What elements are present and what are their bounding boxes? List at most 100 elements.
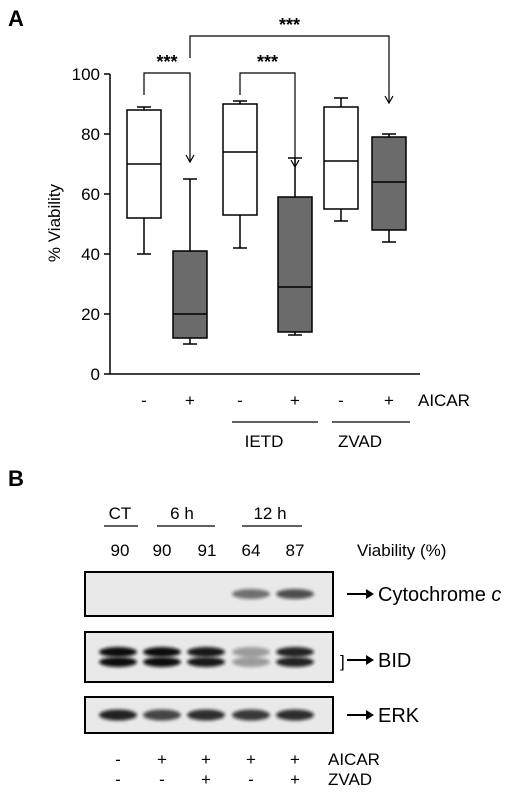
viability-value: 90 bbox=[111, 541, 130, 560]
blot-band bbox=[276, 709, 314, 721]
cytochrome-label: Cytochrome bbox=[378, 584, 491, 606]
box-iqr bbox=[172, 250, 208, 339]
aicar-sign: + bbox=[185, 391, 195, 410]
bracket-arrow bbox=[290, 159, 300, 169]
blot-band bbox=[232, 657, 270, 667]
blot-band bbox=[187, 657, 225, 667]
significance-stars: *** bbox=[279, 15, 300, 35]
blot-band bbox=[143, 657, 181, 667]
header-6h: 6 h bbox=[170, 504, 194, 523]
zvad-treatment-sign: - bbox=[248, 770, 254, 789]
aicar-treatment-sign: + bbox=[290, 750, 300, 769]
y-tick-label: 100 bbox=[72, 65, 100, 84]
aicar-sign: + bbox=[290, 391, 300, 410]
blot-band bbox=[232, 647, 270, 657]
aicar-sign: - bbox=[141, 391, 147, 410]
zvad-treatment-sign: - bbox=[115, 770, 121, 789]
aicar-sign: - bbox=[338, 391, 344, 410]
y-tick-label: 20 bbox=[81, 305, 100, 324]
y-tick-label: 60 bbox=[81, 185, 100, 204]
box-iqr bbox=[371, 136, 407, 231]
box-6 bbox=[371, 133, 407, 243]
box-4 bbox=[277, 157, 313, 336]
panel-b: B CT 6 h 12 h 90 90 91 64 87 Viability (… bbox=[8, 466, 501, 789]
aicar-treatment-sign: + bbox=[157, 750, 167, 769]
treatment-signs: - + + + +- - + - + bbox=[115, 750, 300, 789]
aicar-sign: - bbox=[237, 391, 243, 410]
blot-band bbox=[143, 709, 181, 721]
bid-label: BID bbox=[378, 650, 411, 672]
arrow-head bbox=[366, 710, 374, 720]
arrow-head bbox=[366, 655, 374, 665]
header-12h: 12 h bbox=[253, 504, 286, 523]
viability-value: 91 bbox=[198, 541, 217, 560]
bid-bracket: ] bbox=[340, 652, 345, 671]
blot-band bbox=[99, 709, 137, 721]
blot-band bbox=[99, 647, 137, 657]
blot-band bbox=[276, 657, 314, 667]
aicar-sign: + bbox=[384, 391, 394, 410]
bracket-arrow bbox=[185, 154, 195, 164]
blot-band bbox=[187, 709, 225, 721]
bracket-line bbox=[143, 72, 191, 162]
box-3 bbox=[222, 100, 258, 249]
arrow-head bbox=[366, 589, 374, 599]
significance-stars: *** bbox=[257, 52, 278, 72]
blot-band bbox=[276, 589, 314, 599]
blot-label-erk: ERK bbox=[347, 705, 420, 727]
aicar-treatment-sign: + bbox=[246, 750, 256, 769]
sig-bracket-1: *** bbox=[143, 52, 195, 164]
aicar-treatment-sign: + bbox=[201, 750, 211, 769]
header-ct: CT bbox=[109, 504, 132, 523]
blot-band bbox=[99, 657, 137, 667]
blot-label-bid: ] BID bbox=[340, 650, 411, 672]
blot-band bbox=[143, 647, 181, 657]
group-label-ietd: IETD bbox=[245, 432, 284, 451]
blot-band bbox=[187, 647, 225, 657]
box-5 bbox=[323, 97, 359, 222]
viability-value: 87 bbox=[286, 541, 305, 560]
blot-frame bbox=[84, 631, 334, 683]
blot-band bbox=[232, 589, 270, 599]
erk-label: ERK bbox=[378, 705, 420, 727]
bracket-arrow bbox=[384, 95, 394, 105]
box-1 bbox=[126, 106, 162, 255]
zvad-treatment-sign: + bbox=[290, 770, 300, 789]
zvad-treatment-sign: - bbox=[159, 770, 165, 789]
blot-band bbox=[276, 647, 314, 657]
group-label-zvad: ZVAD bbox=[338, 432, 382, 451]
significance-stars: *** bbox=[156, 52, 177, 72]
viability-value: 64 bbox=[242, 541, 261, 560]
bracket-line bbox=[189, 35, 390, 103]
aicar-label-a: AICAR bbox=[418, 391, 470, 410]
sig-bracket-2: *** bbox=[239, 52, 300, 169]
box-iqr bbox=[222, 103, 258, 216]
aicar-treatment-sign: - bbox=[115, 750, 121, 769]
box-iqr bbox=[277, 196, 313, 333]
panel-b-letter: B bbox=[8, 466, 24, 491]
zvad-treatment-sign: + bbox=[201, 770, 211, 789]
y-tick-label: 80 bbox=[81, 125, 100, 144]
box-2 bbox=[172, 178, 208, 345]
blot-erk bbox=[84, 696, 334, 734]
viability-label: Viability (%) bbox=[357, 541, 446, 560]
blot-label-cytochrome: Cytochrome c bbox=[347, 584, 501, 606]
zvad-label-b: ZVAD bbox=[328, 770, 372, 789]
y-tick-label: 40 bbox=[81, 245, 100, 264]
viability-value: 90 bbox=[153, 541, 172, 560]
sig-bracket-3: *** bbox=[189, 15, 394, 105]
y-axis-label: % Viability bbox=[45, 183, 64, 262]
cytochrome-italic: c bbox=[491, 584, 501, 606]
box-iqr bbox=[323, 106, 359, 210]
box-plots bbox=[126, 97, 407, 345]
blot-bid bbox=[84, 631, 334, 683]
svg-text:Cytochrome c: Cytochrome c bbox=[378, 584, 501, 606]
western-blots bbox=[84, 571, 334, 734]
significance-brackets: *** ****** bbox=[143, 15, 394, 169]
panel-a-letter: A bbox=[8, 6, 24, 31]
aicar-label-b: AICAR bbox=[328, 750, 380, 769]
aicar-signs: - + - + - + bbox=[141, 391, 394, 410]
blot-cytochrome bbox=[84, 571, 334, 617]
